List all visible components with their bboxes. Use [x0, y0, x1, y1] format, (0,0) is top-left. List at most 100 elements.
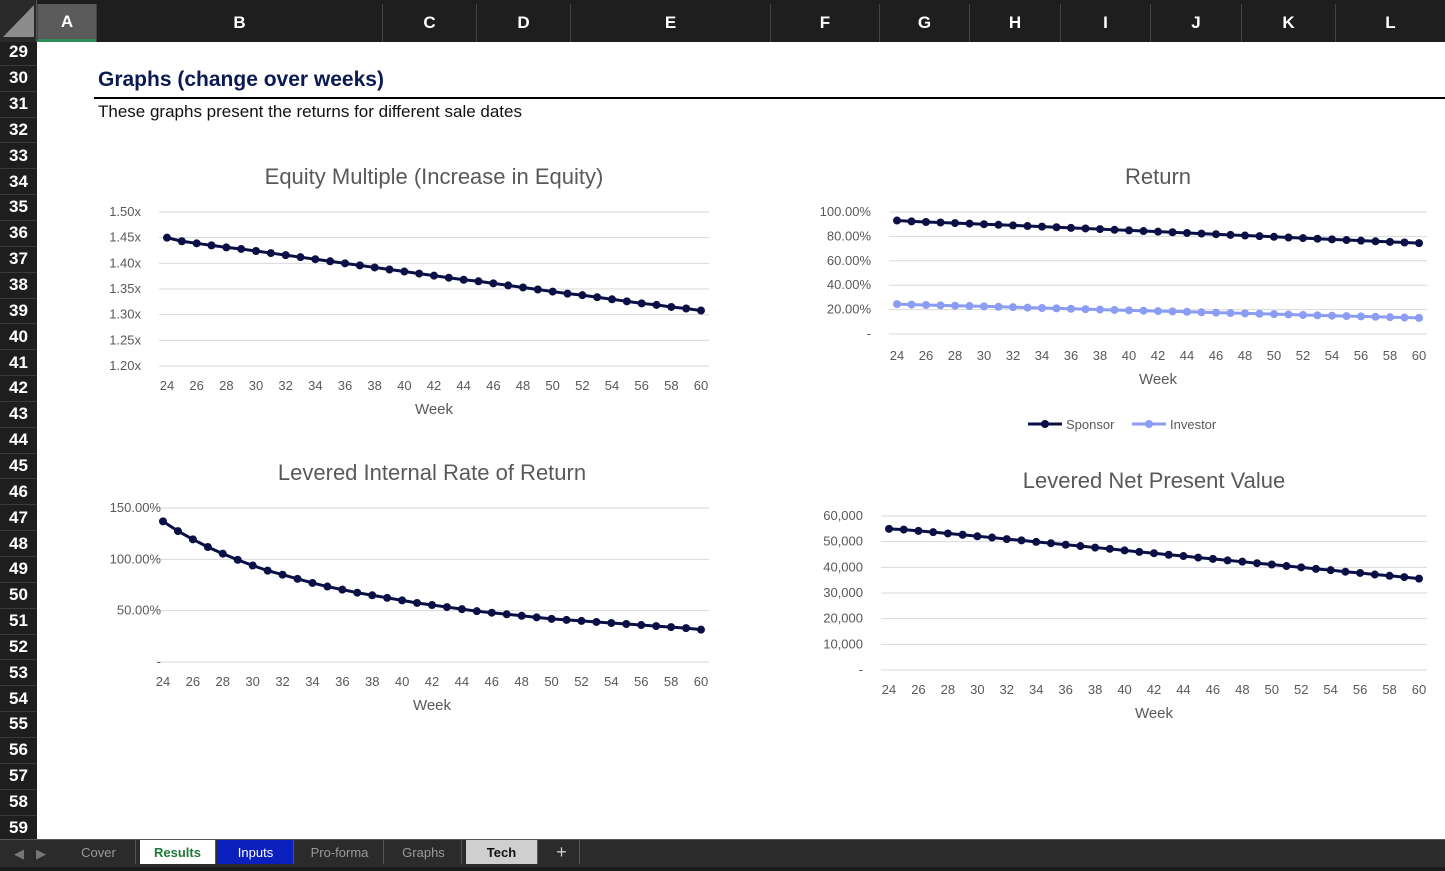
row-header-53[interactable]: 53 [0, 659, 37, 685]
row-header-55[interactable]: 55 [0, 711, 37, 737]
data-point [355, 261, 364, 270]
column-header-a[interactable]: A [37, 4, 96, 42]
x-tick-label: 38 [367, 378, 381, 393]
column-header-f[interactable]: F [770, 4, 879, 42]
row-header-30[interactable]: 30 [0, 64, 37, 91]
row-header-34[interactable]: 34 [0, 168, 37, 194]
sheet-tab-inputs[interactable]: Inputs [218, 840, 294, 864]
row-header-57[interactable]: 57 [0, 762, 37, 789]
row-header-36[interactable]: 36 [0, 219, 37, 246]
column-header-h[interactable]: H [969, 4, 1060, 42]
data-point [1415, 313, 1423, 322]
column-header-d[interactable]: D [476, 4, 570, 42]
row-header-41[interactable]: 41 [0, 349, 37, 375]
column-header-j[interactable]: J [1150, 4, 1241, 42]
row-header-32[interactable]: 32 [0, 116, 37, 143]
x-tick-label: 40 [395, 674, 409, 689]
data-point [951, 301, 959, 310]
data-point [547, 614, 556, 623]
data-point [893, 216, 901, 225]
row-header-50[interactable]: 50 [0, 581, 37, 608]
column-header-i[interactable]: I [1060, 4, 1150, 42]
data-point [207, 241, 216, 250]
data-point [980, 302, 988, 311]
row-header-38[interactable]: 38 [0, 271, 37, 298]
data-point [398, 596, 407, 605]
data-point [1212, 230, 1220, 239]
row-header-46[interactable]: 46 [0, 478, 37, 504]
y-tick-label: 10,000 [823, 636, 863, 651]
x-tick-label: 48 [514, 674, 528, 689]
select-all-corner[interactable] [0, 0, 37, 42]
row-header-43[interactable]: 43 [0, 400, 37, 427]
row-header-56[interactable]: 56 [0, 736, 37, 763]
row-header-54[interactable]: 54 [0, 685, 37, 711]
prev-sheet-arrow-icon[interactable]: ◀ [14, 846, 24, 861]
sheet-tab-pro-forma[interactable]: Pro-forma [296, 840, 384, 864]
row-header-49[interactable]: 49 [0, 556, 37, 582]
next-sheet-arrow-icon[interactable]: ▶ [36, 846, 46, 861]
data-point [177, 237, 186, 246]
data-point [368, 591, 377, 600]
row-header-48[interactable]: 48 [0, 530, 37, 556]
y-tick-label: 60,000 [823, 508, 863, 523]
data-point [1342, 236, 1351, 245]
row-header-44[interactable]: 44 [0, 426, 37, 453]
sheet-tab-cover[interactable]: Cover [62, 840, 136, 864]
x-tick-label: 54 [1323, 682, 1337, 697]
row-header-29[interactable]: 29 [0, 42, 37, 65]
equity-multiple-chart[interactable]: Equity Multiple (Increase in Equity) 1.20… [97, 160, 717, 420]
column-header-e[interactable]: E [570, 4, 770, 42]
add-sheet-button[interactable]: + [544, 840, 580, 864]
sheet-tab-graphs[interactable]: Graphs [386, 840, 462, 864]
data-point [1326, 566, 1335, 575]
sheet-tab-results[interactable]: Results [140, 840, 216, 864]
row-header-31[interactable]: 31 [0, 90, 37, 117]
levered-npv-chart[interactable]: Levered Net Present Value - 10,000 20,000 30… [807, 464, 1427, 724]
row-header-42[interactable]: 42 [0, 375, 37, 401]
x-tick-label: 56 [1353, 682, 1367, 697]
column-header-b[interactable]: B [96, 4, 382, 42]
data-point [203, 543, 212, 552]
row-header-51[interactable]: 51 [0, 607, 37, 634]
x-tick-label: 34 [308, 378, 322, 393]
worksheet[interactable]: Graphs (change over weeks) These graphs … [37, 42, 1445, 839]
row-header-37[interactable]: 37 [0, 245, 37, 272]
data-point [1139, 306, 1148, 315]
y-tick-label: 1.45x [109, 230, 141, 245]
y-tick-label: 50.00% [117, 603, 162, 618]
sheet-tab-tech[interactable]: Tech [466, 840, 538, 864]
row-header-33[interactable]: 33 [0, 142, 37, 168]
data-point [1356, 568, 1365, 577]
row-header-39[interactable]: 39 [0, 297, 37, 324]
data-point [413, 598, 422, 607]
data-point [1341, 567, 1350, 576]
data-point [697, 306, 705, 315]
row-header-47[interactable]: 47 [0, 504, 37, 530]
row-header-52[interactable]: 52 [0, 633, 37, 660]
x-tick-label: 44 [1176, 682, 1190, 697]
data-point [1076, 542, 1085, 551]
data-point [1255, 232, 1264, 241]
row-header-45[interactable]: 45 [0, 452, 37, 479]
data-point [326, 257, 335, 266]
y-tick-label: 1.50x [109, 204, 141, 219]
row-header-59[interactable]: 59 [0, 814, 37, 840]
levered-irr-chart[interactable]: Levered Internal Rate of Return - 50.00% 10… [97, 456, 717, 716]
column-header-g[interactable]: G [879, 4, 969, 42]
column-header-l[interactable]: L [1335, 4, 1445, 42]
data-point [293, 574, 302, 583]
data-point [1299, 234, 1307, 243]
data-point [1067, 223, 1075, 232]
column-header-k[interactable]: K [1241, 4, 1335, 42]
data-point [682, 304, 691, 313]
column-header-c[interactable]: C [382, 4, 476, 42]
row-header-35[interactable]: 35 [0, 194, 37, 220]
data-point [1415, 574, 1423, 583]
row-header-40[interactable]: 40 [0, 323, 37, 349]
data-point [1017, 536, 1026, 545]
data-point [504, 281, 513, 290]
row-header-58[interactable]: 58 [0, 788, 37, 815]
return-chart[interactable]: Return - 20.00% 40.00% 60.00% 80.00% 100.00% 24… [807, 160, 1427, 440]
data-point [899, 525, 908, 534]
